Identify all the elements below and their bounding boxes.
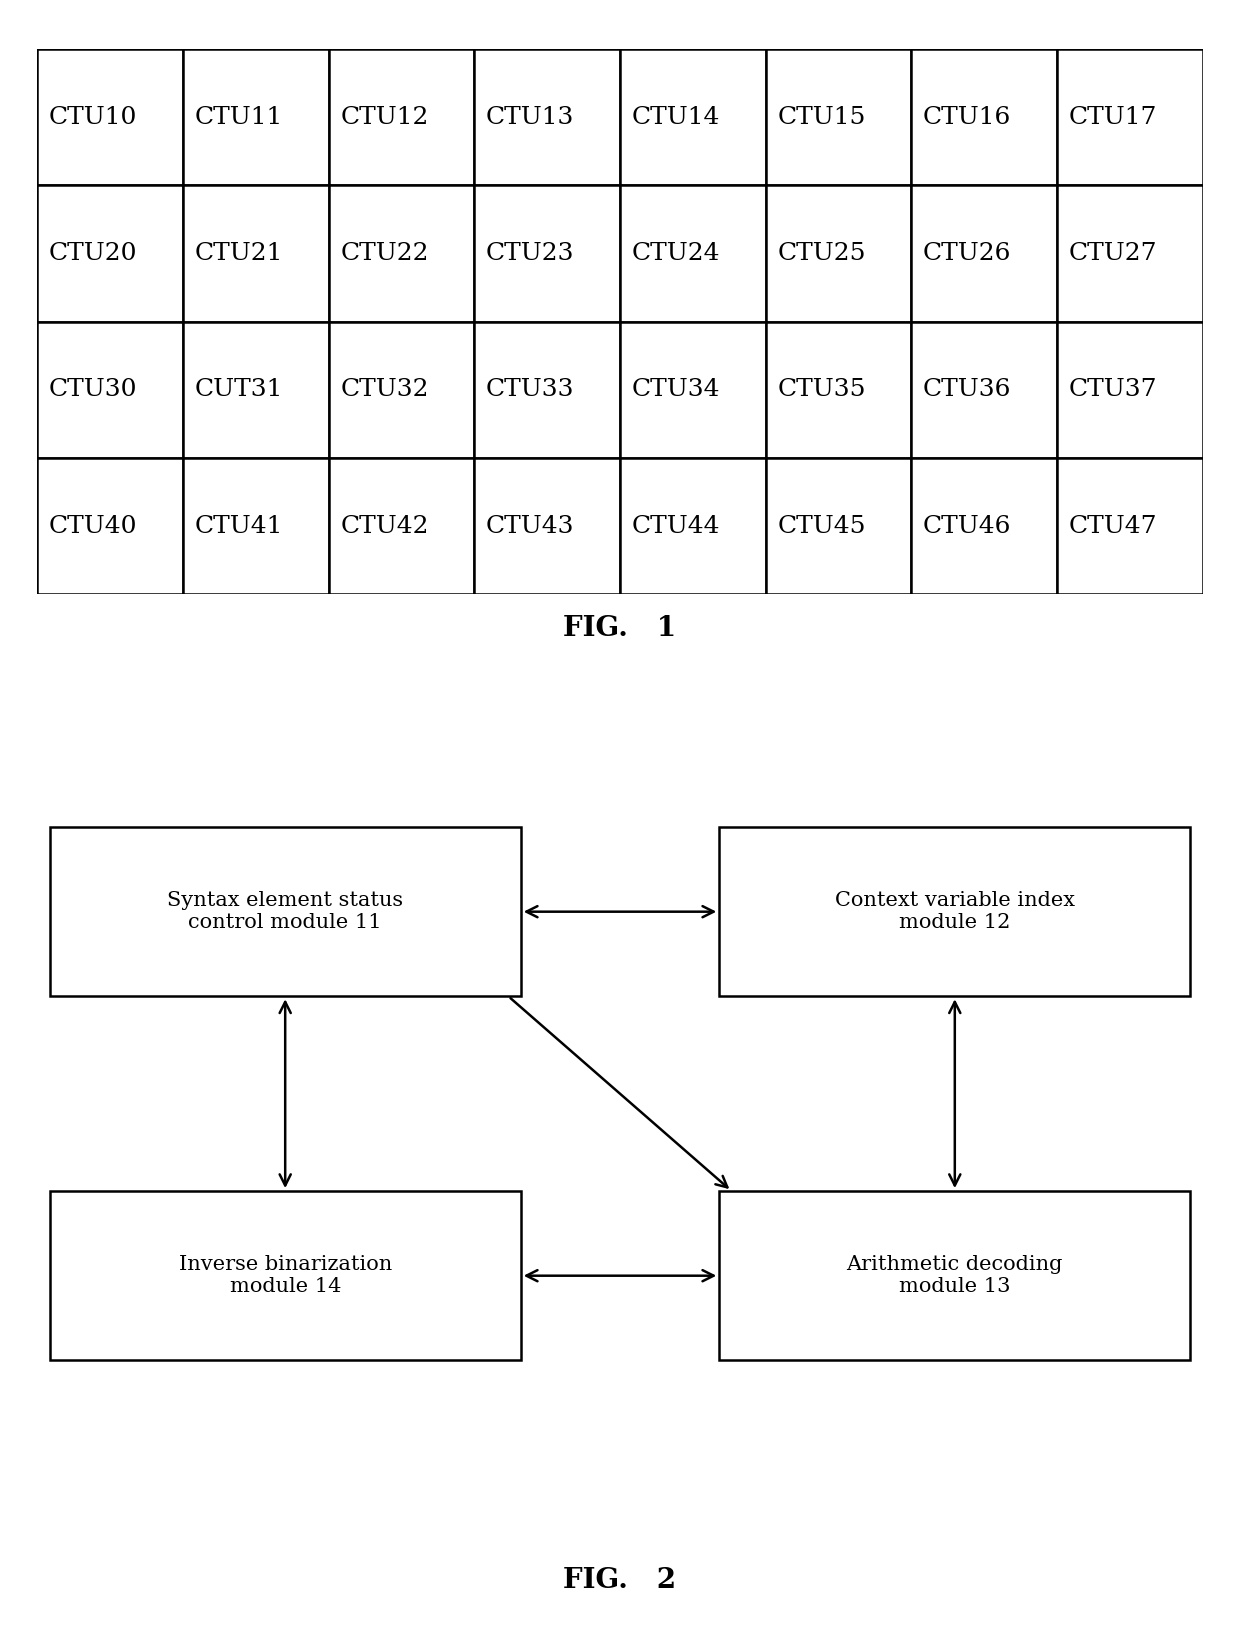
Text: CTU46: CTU46 <box>923 514 1012 537</box>
Text: CTU42: CTU42 <box>340 514 429 537</box>
Text: Syntax element status
control module 11: Syntax element status control module 11 <box>167 891 403 933</box>
Bar <box>766 457 911 594</box>
Bar <box>1056 49 1203 186</box>
Text: CTU14: CTU14 <box>631 106 720 129</box>
Bar <box>766 186 911 322</box>
Bar <box>911 186 1056 322</box>
Text: CTU23: CTU23 <box>486 243 574 265</box>
Bar <box>1056 322 1203 457</box>
Bar <box>50 827 521 996</box>
Text: CTU33: CTU33 <box>486 378 574 400</box>
Text: CTU47: CTU47 <box>1069 514 1157 537</box>
Text: Inverse binarization
module 14: Inverse binarization module 14 <box>179 1255 392 1296</box>
Text: CTU22: CTU22 <box>340 243 429 265</box>
Bar <box>37 457 184 594</box>
Bar <box>620 457 766 594</box>
Text: CTU36: CTU36 <box>923 378 1012 400</box>
Bar <box>184 457 329 594</box>
Bar <box>329 457 474 594</box>
Text: Context variable index
module 12: Context variable index module 12 <box>835 891 1075 933</box>
Text: CTU10: CTU10 <box>48 106 138 129</box>
Text: CTU13: CTU13 <box>486 106 574 129</box>
Bar <box>184 186 329 322</box>
Bar <box>719 827 1190 996</box>
Text: CTU34: CTU34 <box>631 378 720 400</box>
Bar <box>911 49 1056 186</box>
Bar <box>329 322 474 457</box>
Bar <box>911 322 1056 457</box>
Text: CTU15: CTU15 <box>777 106 866 129</box>
Text: FIG.   1: FIG. 1 <box>563 615 677 641</box>
Bar <box>474 186 620 322</box>
Bar <box>1056 457 1203 594</box>
Bar <box>719 1192 1190 1361</box>
Text: CTU16: CTU16 <box>923 106 1012 129</box>
Bar <box>620 322 766 457</box>
Bar <box>184 322 329 457</box>
Text: CTU43: CTU43 <box>486 514 574 537</box>
Bar <box>474 457 620 594</box>
Bar <box>620 49 766 186</box>
Bar <box>37 49 184 186</box>
Bar <box>329 186 474 322</box>
Text: CTU30: CTU30 <box>48 378 138 400</box>
Bar <box>474 49 620 186</box>
Text: Arithmetic decoding
module 13: Arithmetic decoding module 13 <box>847 1255 1063 1296</box>
Bar <box>184 49 329 186</box>
Bar <box>329 49 474 186</box>
Text: CTU35: CTU35 <box>777 378 866 400</box>
Text: CUT31: CUT31 <box>195 378 283 400</box>
Text: CTU27: CTU27 <box>1069 243 1157 265</box>
Text: CTU24: CTU24 <box>631 243 720 265</box>
Text: CTU45: CTU45 <box>777 514 866 537</box>
Text: CTU41: CTU41 <box>195 514 283 537</box>
Bar <box>37 186 184 322</box>
Bar <box>766 322 911 457</box>
Bar <box>911 457 1056 594</box>
Text: CTU32: CTU32 <box>340 378 429 400</box>
Text: CTU17: CTU17 <box>1069 106 1157 129</box>
Text: FIG.   2: FIG. 2 <box>563 1568 677 1594</box>
Text: CTU44: CTU44 <box>631 514 720 537</box>
Text: CTU20: CTU20 <box>48 243 138 265</box>
Bar <box>474 322 620 457</box>
Bar <box>620 186 766 322</box>
Text: CTU11: CTU11 <box>195 106 283 129</box>
Text: CTU37: CTU37 <box>1069 378 1157 400</box>
Text: CTU26: CTU26 <box>923 243 1012 265</box>
Bar <box>37 322 184 457</box>
Bar <box>766 49 911 186</box>
Bar <box>50 1192 521 1361</box>
Text: CTU40: CTU40 <box>48 514 138 537</box>
Text: CTU21: CTU21 <box>195 243 283 265</box>
Bar <box>1056 186 1203 322</box>
Text: CTU12: CTU12 <box>340 106 429 129</box>
Text: CTU25: CTU25 <box>777 243 866 265</box>
